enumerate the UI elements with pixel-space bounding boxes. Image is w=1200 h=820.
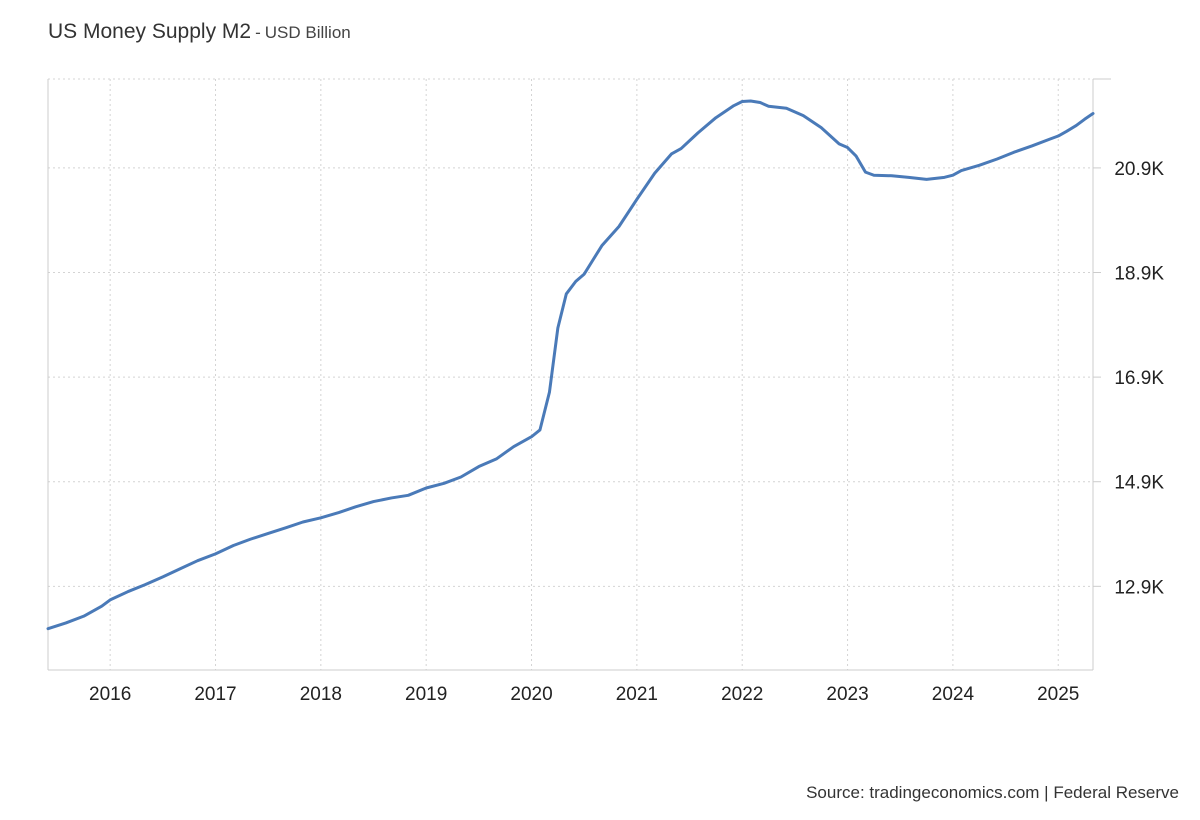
title-separator: - [255,23,261,42]
series-layer [46,99,1095,631]
y-tick-label-20.9K: 20.9K [1114,159,1164,180]
axis-layer [47,78,1111,671]
source-credit: Source: tradingeconomics.com | Federal R… [806,783,1179,802]
y-tick-label-12.9K: 12.9K [1114,577,1164,598]
x-tick-label-2021: 2021 [616,684,658,705]
x-tick-label-2016: 2016 [89,684,131,705]
chart-subtitle: USD Billion [264,23,351,42]
series-line-m2 [46,99,1095,631]
y-tick-label-16.9K: 16.9K [1114,368,1164,389]
grid-layer [48,78,1093,670]
label-layer: 2016 2017 2018 2019 2020 2021 2022 2023 2024 2025… [89,159,1164,705]
chart-title-block: US Money Supply M2- USD Billion [48,20,351,44]
x-tick-label-2025: 2025 [1037,684,1079,705]
x-tick-label-2024: 2024 [932,684,975,705]
x-tick-label-2022: 2022 [721,684,763,705]
x-tick-label-2017: 2017 [194,684,236,705]
x-tick-label-2019: 2019 [405,684,447,705]
y-tick-label-14.9K: 14.9K [1114,473,1164,494]
x-tick-label-2020: 2020 [510,684,552,705]
y-tick-label-18.9K: 18.9K [1114,264,1164,285]
chart-title: US Money Supply M2 [48,20,252,43]
x-tick-label-2023: 2023 [826,684,868,705]
x-tick-label-2018: 2018 [300,684,342,705]
